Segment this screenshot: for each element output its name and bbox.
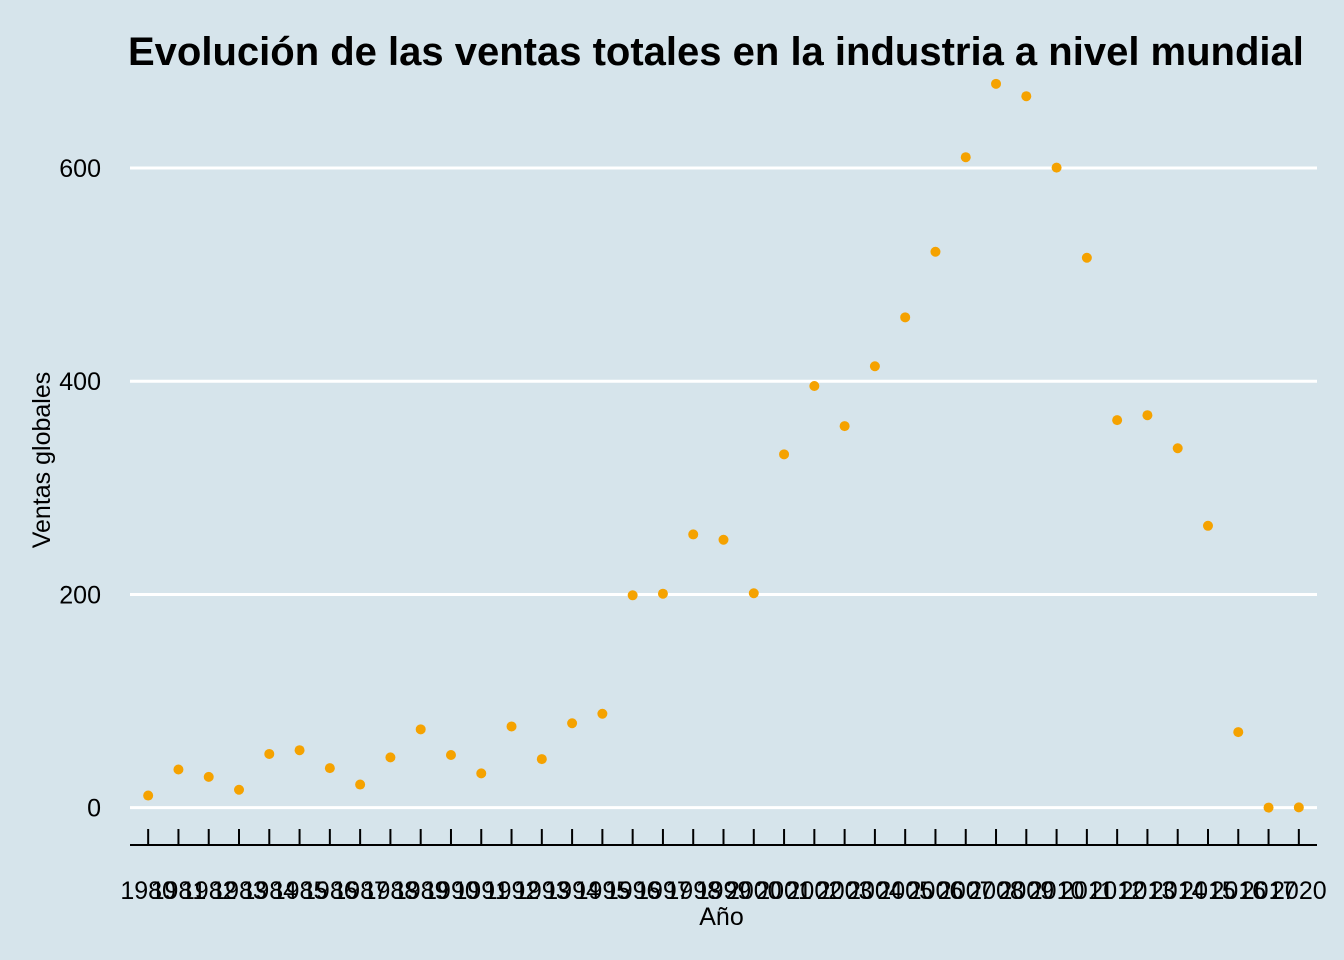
- data-point: [264, 748, 275, 759]
- data-point: [415, 724, 426, 735]
- x-tick-label: 2009: [998, 877, 1054, 905]
- x-tick-label: 1988: [363, 877, 419, 905]
- x-tick-label: 2005: [877, 877, 933, 905]
- x-tick-label: 1987: [332, 877, 388, 905]
- x-tick-label: 1992: [484, 877, 540, 905]
- data-point: [1142, 410, 1153, 421]
- x-tick-label: 2011: [1060, 877, 1114, 905]
- data-point: [476, 768, 487, 779]
- x-tick-label: 1980: [120, 877, 176, 905]
- data-point: [1051, 162, 1062, 173]
- data-point: [688, 529, 699, 540]
- x-tick-label: 2006: [908, 877, 964, 905]
- data-point: [779, 449, 790, 460]
- x-tick-label: 2001: [756, 877, 812, 905]
- x-tick-label: 1995: [575, 877, 631, 905]
- x-tick-label: 1986: [302, 877, 358, 905]
- data-point: [567, 718, 578, 729]
- data-point: [900, 312, 911, 323]
- y-axis-title: Ventas globales: [28, 372, 56, 549]
- data-point: [930, 246, 941, 257]
- data-point: [203, 771, 214, 782]
- x-tick-label: 2012: [1089, 877, 1145, 905]
- x-tick-label: 1996: [605, 877, 661, 905]
- data-point: [748, 588, 759, 599]
- x-tick-label: 1994: [544, 877, 600, 905]
- x-tick-label: 2008: [968, 877, 1024, 905]
- data-point: [385, 752, 396, 763]
- x-tick-label: 2013: [1120, 877, 1176, 905]
- x-tick-label: 2016: [1210, 877, 1266, 905]
- x-tick-label: 2020: [1271, 877, 1327, 905]
- x-tick-label: 1998: [665, 877, 721, 905]
- data-point: [1293, 802, 1304, 813]
- data-point: [960, 152, 971, 163]
- x-tick-label: 1993: [514, 877, 570, 905]
- x-tick-label: 2000: [726, 877, 782, 905]
- x-tick-label: 1999: [696, 877, 752, 905]
- data-point: [1021, 91, 1032, 102]
- data-point: [1112, 415, 1123, 426]
- data-point: [445, 750, 456, 761]
- data-point: [355, 779, 366, 790]
- x-tick-label: 2003: [817, 877, 873, 905]
- data-point: [991, 78, 1002, 89]
- chart-title: Evolución de las ventas totales en la in…: [128, 30, 1304, 74]
- x-tick-label: 1989: [393, 877, 449, 905]
- data-point: [1081, 252, 1092, 263]
- x-tick-label: 2007: [938, 877, 994, 905]
- y-tick-label: 200: [59, 581, 101, 609]
- data-point: [1172, 443, 1183, 454]
- y-tick-label: 600: [59, 155, 101, 183]
- data-point: [809, 380, 820, 391]
- x-tick-label: 1997: [635, 877, 691, 905]
- data-point: [1233, 727, 1244, 738]
- x-tick-label: 2015: [1180, 877, 1236, 905]
- data-point: [234, 784, 245, 795]
- data-point: [869, 361, 880, 372]
- y-tick-label: 400: [59, 368, 101, 396]
- data-point: [1202, 520, 1213, 531]
- x-tick-label: 2004: [847, 877, 903, 905]
- x-tick-label: 1991: [453, 877, 509, 905]
- data-point: [1263, 802, 1274, 813]
- x-axis-title: Año: [699, 903, 743, 931]
- x-tick-label: 2010: [1029, 877, 1085, 905]
- data-point: [627, 590, 638, 601]
- x-tick-label: 1981: [151, 877, 207, 905]
- data-point: [718, 534, 729, 545]
- data-point: [657, 588, 668, 599]
- x-tick-label: 2002: [787, 877, 843, 905]
- data-point: [839, 421, 850, 432]
- data-point: [294, 745, 305, 756]
- data-point: [173, 764, 184, 775]
- data-point: [143, 790, 154, 801]
- x-tick-label: 1985: [272, 877, 328, 905]
- x-tick-label: 1983: [211, 877, 267, 905]
- data-point: [506, 721, 517, 732]
- data-point: [536, 754, 547, 765]
- x-tick-label: 1982: [181, 877, 237, 905]
- data-point: [324, 763, 335, 774]
- x-tick-label: 2017: [1241, 877, 1297, 905]
- x-tick-label: 1990: [423, 877, 479, 905]
- data-point: [597, 708, 608, 719]
- x-tick-label: 2014: [1150, 877, 1206, 905]
- x-tick-label: 1984: [241, 877, 297, 905]
- y-tick-label: 0: [87, 795, 101, 823]
